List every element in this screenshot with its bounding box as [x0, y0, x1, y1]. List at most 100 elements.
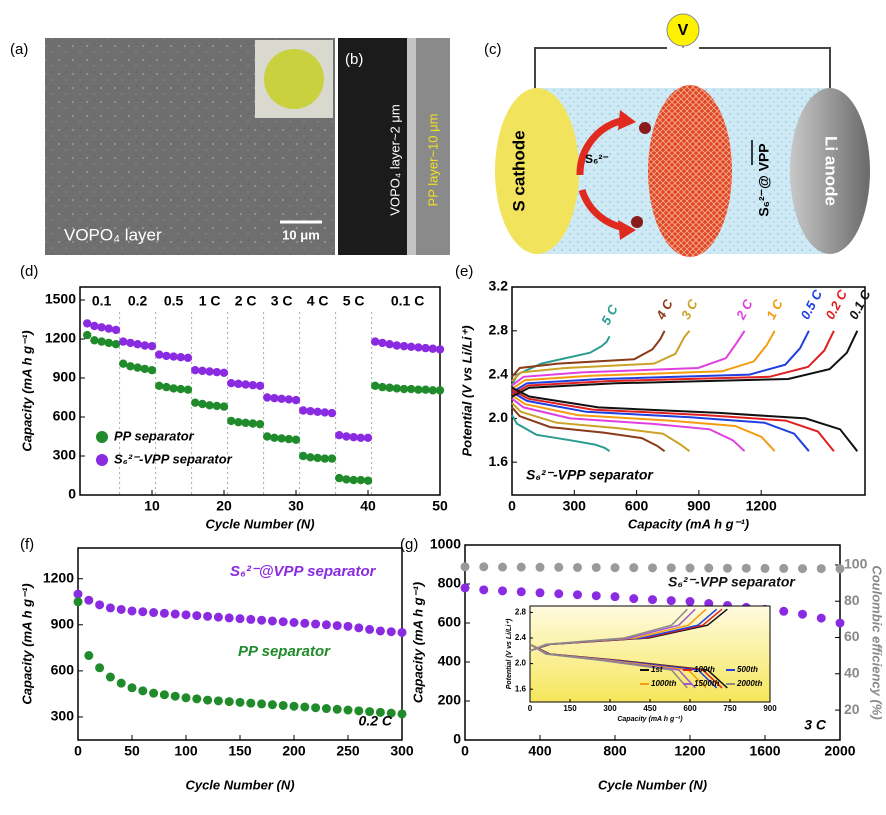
data-point — [277, 394, 286, 403]
data-point — [95, 600, 105, 610]
chart-d: 10 20 30 40 50 0 300 600 900 1200 1500 Cycle Number… — [19, 263, 448, 531]
data-point — [138, 607, 148, 617]
data-point — [498, 586, 507, 596]
y-tick-label: 3.2 — [489, 278, 509, 294]
wire — [699, 47, 831, 90]
y-tick-label: 900 — [51, 616, 75, 632]
legend-label: 1st — [651, 665, 663, 674]
legend-label: 500th — [737, 665, 758, 674]
vpp-separator — [648, 85, 732, 257]
data-point — [224, 697, 234, 707]
data-point — [227, 379, 236, 388]
annotation: 0.1 — [92, 293, 112, 309]
x-tick-label: 900 — [687, 498, 711, 514]
x-tick-label: 800 — [603, 743, 627, 759]
x-tick-label: 900 — [763, 704, 777, 713]
data-point — [83, 330, 92, 340]
data-point — [235, 697, 245, 707]
y-axis-label: Capacity (mA h g⁻¹) — [19, 330, 34, 451]
x-tick-label: 50 — [432, 498, 448, 514]
data-point — [779, 563, 789, 573]
data-point — [554, 562, 564, 572]
data-point — [169, 352, 178, 361]
data-point — [104, 324, 114, 333]
chart-e: 0 300 600 900 1200 1.6 2.0 2.4 2.8 3.2 Capacity (m… — [455, 263, 874, 531]
data-point — [289, 701, 299, 711]
data-line — [511, 330, 835, 452]
data-point — [235, 614, 245, 624]
annotation: 3 C — [804, 717, 827, 733]
pp-layer — [416, 38, 450, 255]
data-point — [246, 698, 256, 708]
data-point — [176, 353, 185, 362]
data-point — [349, 475, 358, 485]
anode — [790, 88, 870, 254]
data-line — [529, 608, 688, 689]
panel-label: (c) — [484, 41, 502, 58]
data-point — [421, 385, 430, 394]
annotation: 5 C — [343, 293, 365, 309]
data-point — [263, 393, 272, 402]
data-point — [116, 604, 126, 614]
data-point — [311, 703, 321, 713]
x-tick-label: 600 — [683, 704, 697, 713]
data-point — [105, 603, 115, 613]
x-tick-label: 150 — [563, 704, 577, 713]
data-point — [95, 663, 105, 673]
data-line — [511, 330, 666, 453]
data-point — [97, 337, 106, 346]
y-tick-label: 1200 — [43, 569, 74, 585]
data-point — [685, 563, 695, 573]
data-point — [133, 363, 142, 372]
data-line — [511, 335, 611, 453]
y-tick-label: 1500 — [45, 291, 76, 307]
data-point — [138, 686, 148, 696]
data-point — [554, 589, 564, 599]
data-point — [798, 564, 807, 574]
y2-axis-label: Coulombic efficiency (%) — [870, 565, 885, 719]
y-tick-label: 900 — [53, 369, 77, 385]
data-point — [354, 623, 364, 633]
polysulfide-label: S₆²⁻ — [585, 152, 609, 166]
data-point — [363, 476, 373, 485]
data-point — [306, 453, 315, 462]
chart-f: 0 50 100 150 200 250 300 300 600 900 1200 Cycle Num… — [19, 536, 413, 792]
data-point — [97, 323, 106, 332]
data-point — [573, 590, 582, 600]
data-point — [365, 624, 375, 634]
y2-tick-label: 80 — [844, 592, 860, 608]
data-point — [116, 678, 126, 688]
data-point — [516, 587, 526, 597]
data-point — [181, 610, 191, 620]
data-point — [816, 564, 826, 574]
data-point — [299, 406, 308, 415]
series-label: S₆²⁻-VPP separator — [668, 574, 796, 590]
x-tick-label: 200 — [282, 743, 306, 759]
panel-label: (f) — [20, 536, 34, 553]
data-point — [354, 706, 364, 716]
data-point — [356, 433, 365, 442]
data-point — [181, 693, 191, 703]
data-point — [610, 592, 620, 602]
data-point — [111, 340, 121, 349]
y2-tick-label: 40 — [844, 664, 860, 680]
panel-label: (d) — [20, 263, 38, 280]
data-point — [111, 325, 121, 335]
separator-label: S₆²⁻@ VPP — [756, 143, 772, 216]
data-point — [816, 613, 826, 623]
data-point — [666, 596, 676, 606]
data-point — [198, 399, 207, 409]
data-point — [291, 435, 301, 444]
data-point — [169, 384, 178, 393]
data-line — [511, 330, 810, 452]
y-tick-label: 300 — [51, 708, 75, 724]
data-line — [511, 330, 746, 452]
arrow-head — [618, 220, 636, 240]
scale-bar-label: 10 μm — [282, 227, 320, 242]
x-axis-label: Cycle Number (N) — [205, 516, 314, 531]
data-point — [191, 398, 200, 407]
plot-area — [79, 286, 441, 496]
data-point — [479, 562, 489, 572]
data-point — [335, 431, 344, 440]
data-point — [629, 594, 639, 604]
